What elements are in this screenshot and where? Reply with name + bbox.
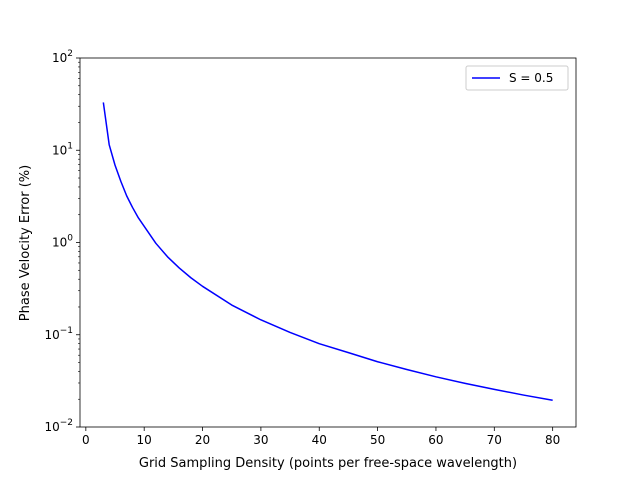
- y-tick-label-exponent: −1: [60, 326, 73, 336]
- y-tick-label-exponent: −2: [60, 418, 73, 428]
- y-tick-label-base: 10: [52, 51, 67, 65]
- legend: S = 0.5: [465, 65, 569, 91]
- x-tick-label: 60: [428, 433, 443, 447]
- x-tick-label: 70: [487, 433, 502, 447]
- legend-box: [465, 65, 569, 91]
- x-tick-label: 20: [195, 433, 210, 447]
- y-tick-label-base: 10: [52, 236, 67, 250]
- x-tick-label: 0: [82, 433, 90, 447]
- y-tick-label: 102: [52, 49, 73, 65]
- legend-label-0: S = 0.5: [509, 71, 553, 85]
- y-tick-label: 10−1: [44, 326, 73, 342]
- y-tick-label-base: 10: [44, 328, 59, 342]
- y-tick-label-exponent: 0: [67, 234, 73, 244]
- y-tick-label-exponent: 2: [67, 49, 73, 59]
- series-line-0: [102, 102, 553, 401]
- y-tick-label: 100: [52, 234, 73, 250]
- y-tick-label-base: 10: [44, 420, 59, 434]
- y-tick-label-base: 10: [52, 143, 67, 157]
- x-tick-label: 50: [370, 433, 385, 447]
- x-tick-label: 10: [137, 433, 152, 447]
- x-tick-label: 40: [312, 433, 327, 447]
- plot-layer: [102, 102, 553, 401]
- y-tick-label-exponent: 1: [67, 141, 73, 151]
- y-tick-label: 101: [52, 141, 73, 157]
- x-tick-label: 30: [253, 433, 268, 447]
- y-axis-label: Phase Velocity Error (%): [18, 165, 33, 321]
- y-tick-label: 10−2: [44, 418, 73, 434]
- x-axis-label: Grid Sampling Density (points per free-s…: [139, 456, 517, 471]
- x-tick-label: 80: [545, 433, 560, 447]
